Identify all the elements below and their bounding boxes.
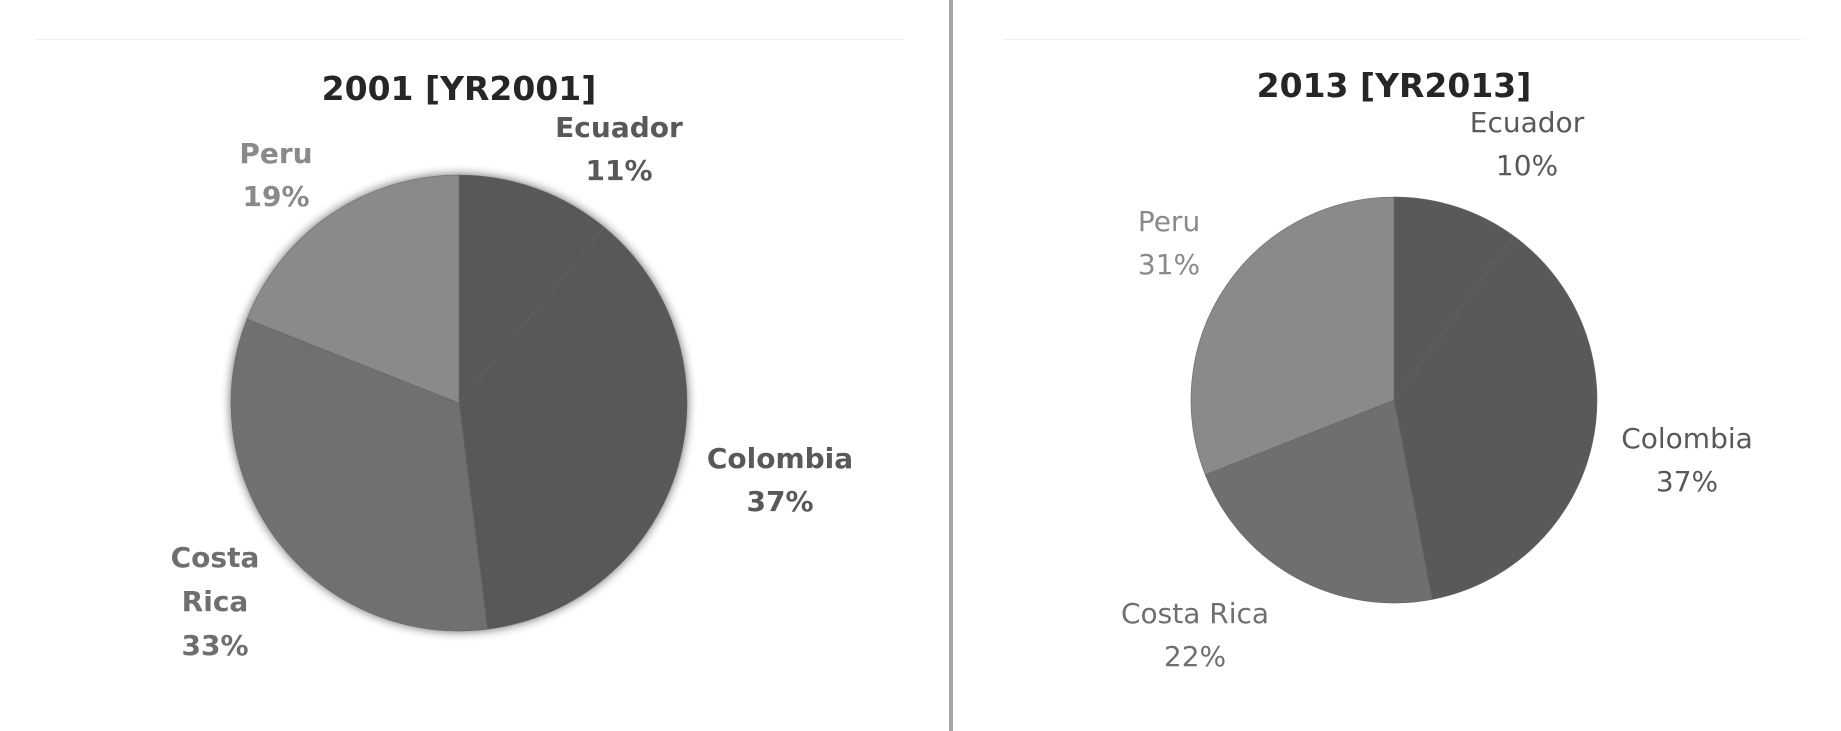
data-label-costa-rica: Costa Rica — [1121, 597, 1269, 630]
pie-chart-2 — [1190, 196, 1598, 604]
pie-slice-peru — [1190, 196, 1395, 476]
data-label-costa-rica: 33% — [181, 629, 248, 662]
pie-slice-ecuador — [458, 174, 605, 404]
chart-border-right — [1004, 39, 1802, 40]
pie-slice-peru — [246, 174, 460, 404]
pie-slice-ecuador — [1393, 196, 1514, 401]
chart-title: 2001 [YR2001] — [322, 69, 597, 108]
data-label-ecuador: Ecuador — [1470, 106, 1585, 139]
data-label-ecuador: 10% — [1496, 149, 1558, 182]
data-label-costa-rica: Rica — [182, 585, 249, 618]
data-label-peru: Peru — [1138, 205, 1200, 238]
pie-slice-costa-rica — [230, 318, 488, 632]
data-label-colombia: Colombia — [707, 442, 853, 475]
data-label-colombia: 37% — [746, 485, 813, 518]
chart-title: 2013 [YR2013] — [1257, 66, 1532, 105]
pie-chart-1 — [230, 174, 688, 632]
data-label-peru: 19% — [242, 180, 309, 213]
pie-slice-colombia — [1393, 235, 1598, 600]
data-label-ecuador: Ecuador — [555, 111, 683, 144]
pie-slice-costa-rica — [1204, 399, 1433, 604]
pie-slice-colombia — [458, 226, 688, 630]
data-label-costa-rica: Costa — [171, 541, 260, 574]
data-label-colombia: 37% — [1656, 465, 1718, 498]
data-label-ecuador: 11% — [585, 154, 652, 187]
chart-border-left — [35, 39, 904, 40]
data-label-peru: 31% — [1138, 248, 1200, 281]
data-label-peru: Peru — [239, 137, 312, 170]
panel-divider — [949, 0, 953, 731]
data-label-colombia: Colombia — [1621, 422, 1753, 455]
data-label-costa-rica: 22% — [1164, 640, 1226, 673]
